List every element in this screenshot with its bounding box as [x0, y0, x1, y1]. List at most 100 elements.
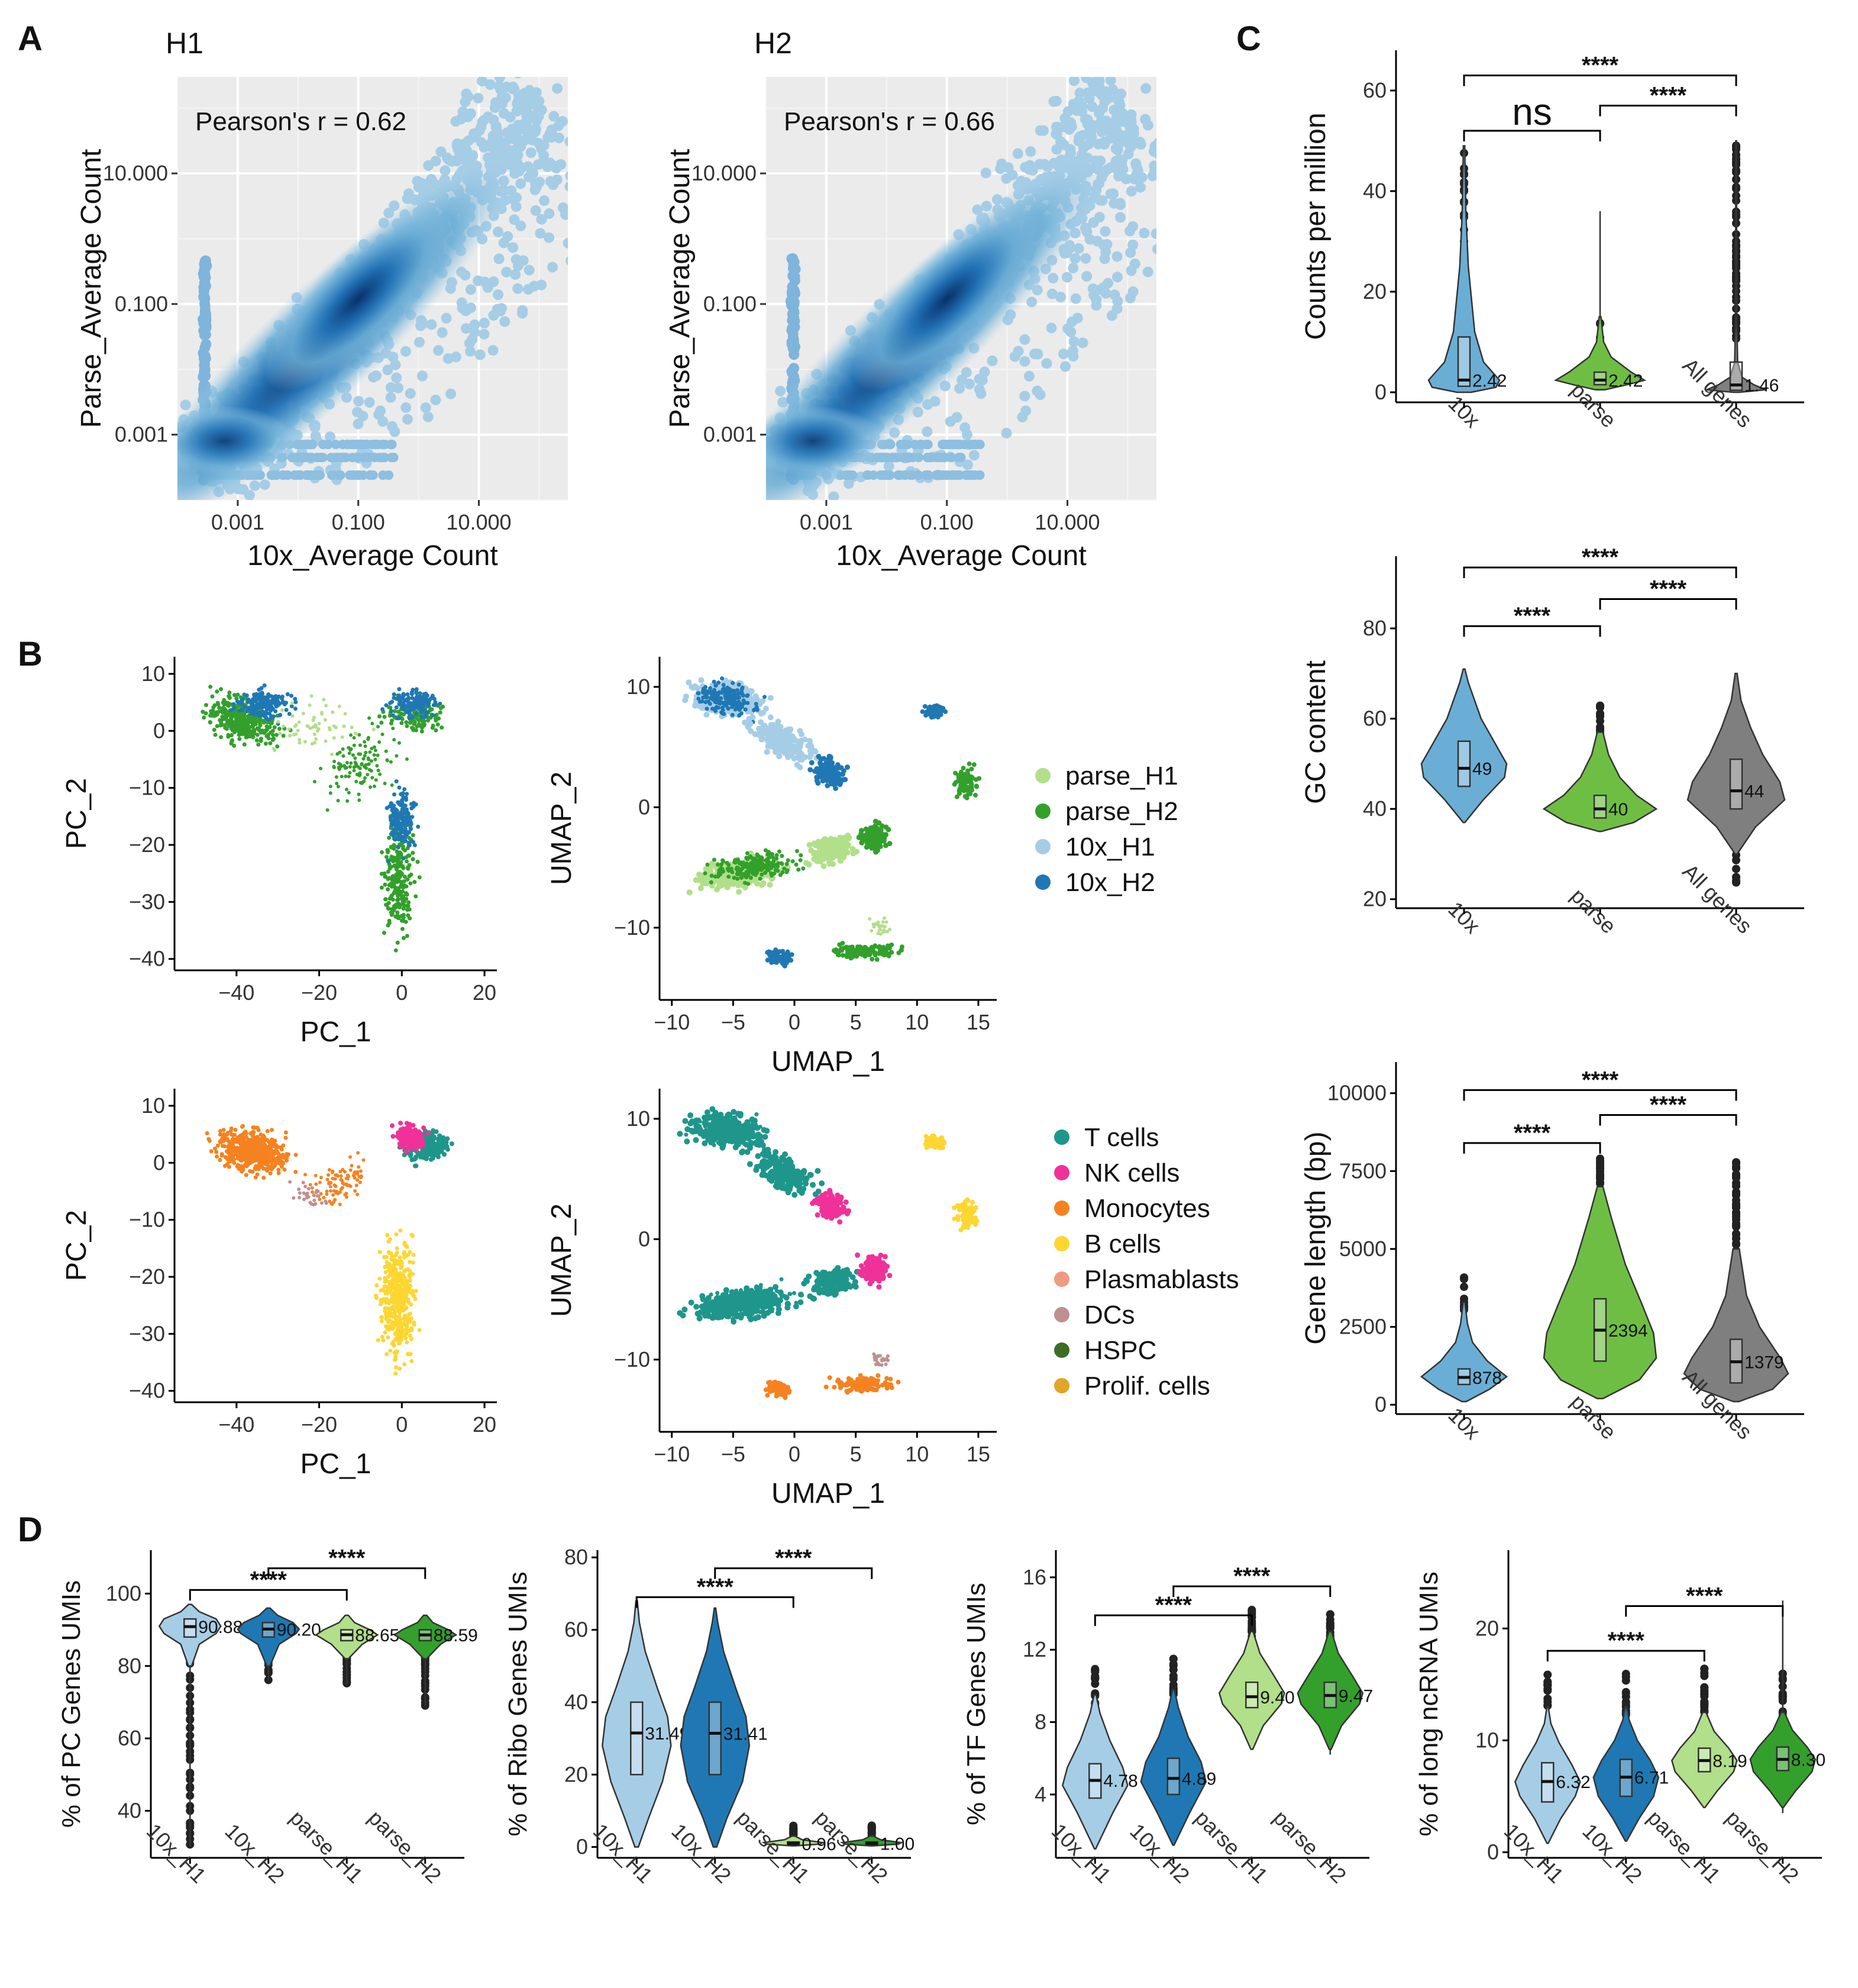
- data-point: [544, 208, 555, 220]
- data-point: [499, 316, 510, 327]
- data-point: [254, 738, 259, 743]
- data-point: [309, 694, 314, 698]
- data-point: [215, 724, 219, 728]
- data-point: [1094, 108, 1105, 119]
- y-axis-title: Parse_Average Count: [76, 149, 107, 428]
- data-point: [308, 727, 312, 731]
- data-point: [391, 372, 402, 383]
- data-point: [247, 699, 251, 704]
- data-point: [1012, 148, 1023, 159]
- data-point: [210, 694, 215, 699]
- data-point: [345, 760, 349, 764]
- data-point: [423, 160, 434, 171]
- data-point: [339, 764, 343, 769]
- data-point: [533, 111, 544, 122]
- data-point: [386, 859, 390, 864]
- data-point: [202, 715, 206, 720]
- data-point: [363, 776, 367, 780]
- data-point: [366, 735, 370, 740]
- data-point: [1032, 385, 1043, 396]
- data-point: [1094, 119, 1106, 130]
- data-point: [224, 701, 229, 706]
- data-point: [284, 708, 289, 712]
- data-point: [479, 328, 490, 340]
- data-point: [565, 256, 568, 266]
- data-point: [272, 737, 276, 741]
- data-point: [293, 696, 298, 701]
- data-point: [1152, 244, 1156, 254]
- data-point: [1099, 253, 1110, 264]
- charts-layer: 0.001 0.100 10.0000.0010.10010.00010x_Aver…: [57, 27, 1825, 1888]
- data-point: [394, 705, 399, 710]
- data-point: [220, 710, 225, 715]
- data-point: [1126, 265, 1137, 276]
- data-point: [450, 116, 461, 127]
- data-point: [501, 266, 512, 277]
- data-point: [303, 440, 313, 450]
- data-point: [784, 751, 790, 757]
- data-point: [807, 767, 813, 773]
- data-point: [276, 694, 281, 699]
- data-point: [1140, 83, 1152, 94]
- data-point: [385, 848, 390, 853]
- data-point: [405, 859, 409, 864]
- data-point: [336, 453, 346, 463]
- data-point: [366, 470, 376, 480]
- data-point: [231, 706, 236, 711]
- data-point: [781, 741, 787, 747]
- data-point: [336, 785, 340, 789]
- x-tick-label: 15: [967, 1010, 990, 1034]
- data-point: [1092, 235, 1103, 247]
- y-tick-label: 0.001: [115, 422, 168, 447]
- data-point: [525, 147, 537, 159]
- data-point: [199, 330, 210, 341]
- data-point: [290, 714, 295, 718]
- data-point: [1124, 225, 1135, 237]
- data-point: [493, 226, 504, 237]
- data-point: [389, 709, 393, 714]
- data-point: [364, 397, 375, 408]
- data-point: [256, 742, 261, 747]
- data-point: [378, 470, 388, 480]
- data-point: [491, 123, 502, 134]
- data-point: [409, 692, 414, 696]
- data-point: [389, 893, 394, 898]
- data-point: [705, 706, 709, 711]
- data-point: [456, 297, 467, 308]
- data-point: [372, 753, 376, 757]
- data-point: [240, 721, 245, 726]
- x-tick-label: 10.000: [446, 510, 511, 534]
- data-point: [199, 269, 211, 280]
- data-point: [783, 727, 789, 734]
- data-point: [332, 736, 336, 740]
- data-point: [533, 159, 544, 170]
- data-point: [404, 798, 409, 802]
- data-point: [211, 705, 216, 709]
- data-point: [399, 860, 403, 864]
- data-point: [1081, 77, 1092, 83]
- pearson-annotation: Pearson's r = 0.66: [784, 107, 995, 136]
- data-point: [380, 453, 390, 463]
- data-point: [343, 712, 347, 716]
- data-point: [1068, 336, 1080, 347]
- data-point: [553, 133, 564, 144]
- data-point: [1051, 129, 1062, 140]
- data-point: [238, 728, 243, 732]
- data-point: [345, 470, 355, 480]
- data-point: [707, 701, 712, 706]
- data-point: [248, 704, 253, 709]
- data-point: [396, 845, 400, 850]
- scatter-points: [766, 77, 1156, 500]
- data-point: [931, 470, 941, 480]
- data-point: [316, 727, 321, 731]
- data-point: [786, 338, 797, 350]
- data-point: [350, 725, 354, 730]
- data-point: [473, 275, 484, 286]
- data-point: [379, 885, 384, 890]
- data-point: [215, 689, 219, 694]
- data-point: [347, 790, 351, 795]
- data-point: [344, 774, 348, 779]
- data-point: [1088, 289, 1100, 301]
- data-point: [1149, 160, 1156, 172]
- data-point: [422, 411, 434, 422]
